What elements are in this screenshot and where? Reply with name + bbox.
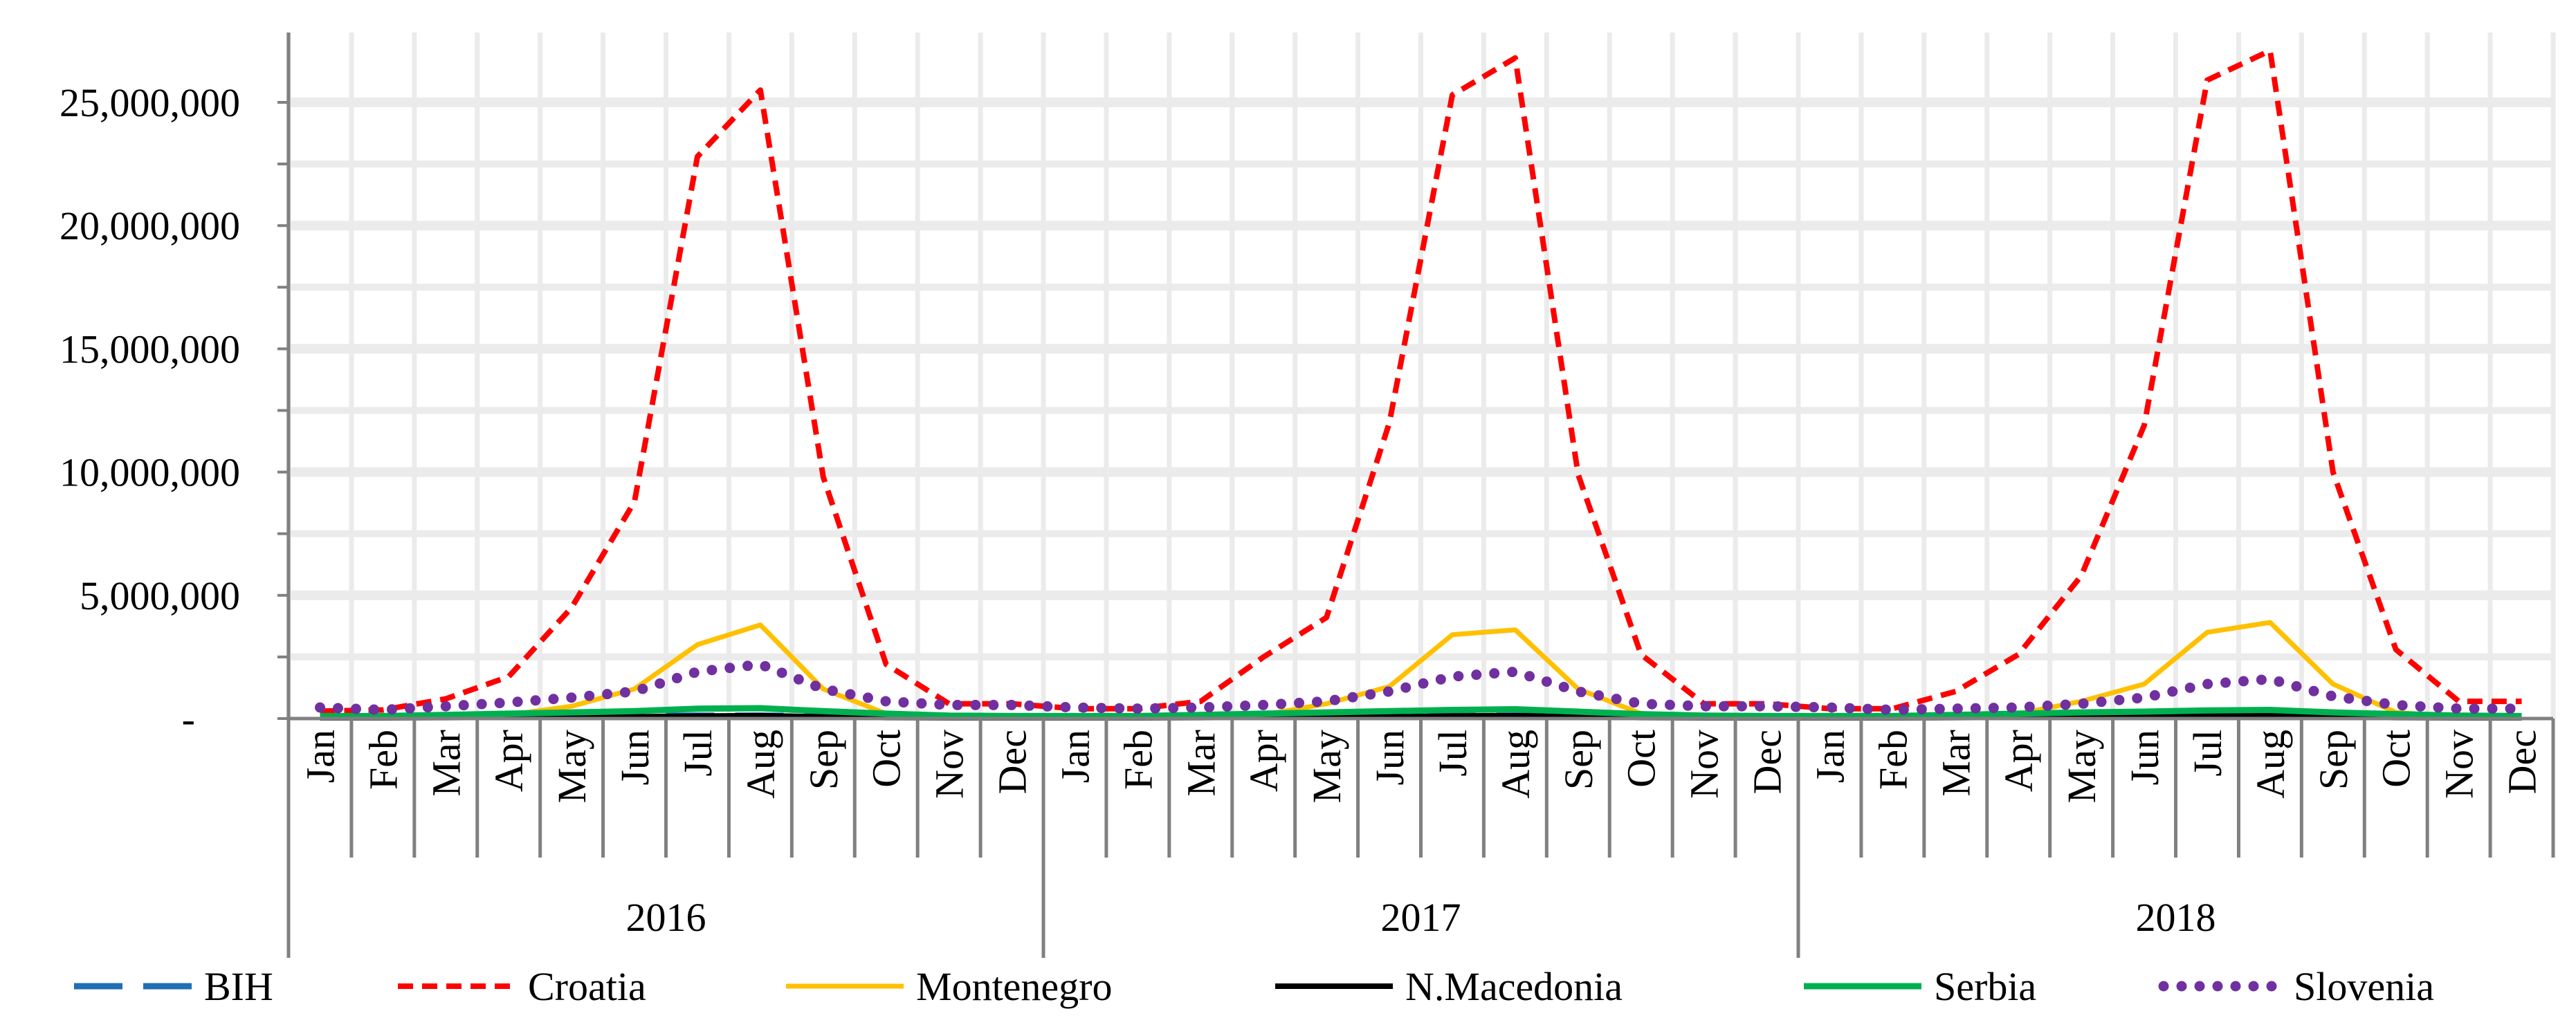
month-label: Feb xyxy=(1115,730,1160,790)
legend-label: Croatia xyxy=(528,964,646,1009)
month-label: Mar xyxy=(1178,730,1223,797)
legend-item-bih: BIH xyxy=(74,964,273,1009)
month-label: May xyxy=(2059,730,2104,803)
series-line xyxy=(320,620,2522,720)
month-label: Apr xyxy=(1241,730,1286,792)
legend: BIH Croatia Montenegro N.Macedonia Serbia Slo… xyxy=(74,964,2434,1009)
month-label: Feb xyxy=(1870,730,1915,790)
series-serbia xyxy=(320,705,2522,719)
legend-label: Serbia xyxy=(1934,964,2036,1009)
legend-item-serbia: Serbia xyxy=(1804,964,2036,1009)
month-label: Jul xyxy=(2185,730,2230,777)
month-label: Sep xyxy=(1556,730,1601,790)
month-label: Dec xyxy=(1745,730,1790,794)
legend-item-slovenia: Slovenia xyxy=(2158,964,2434,1009)
month-label: May xyxy=(549,730,594,803)
month-label: Nov xyxy=(2437,730,2482,799)
month-label: Sep xyxy=(801,730,846,790)
month-label: Apr xyxy=(1996,730,2041,792)
y-tick-label: 10,000,000 xyxy=(60,450,240,495)
month-label: Jun xyxy=(1367,730,1412,786)
month-label: Nov xyxy=(927,730,972,799)
y-tick-label: 5,000,000 xyxy=(80,573,240,618)
month-label: Aug xyxy=(2248,730,2293,799)
month-label: Apr xyxy=(486,730,531,792)
month-label: Oct xyxy=(2374,730,2419,788)
month-label: Jan xyxy=(1052,730,1097,783)
gridlines xyxy=(286,33,2556,719)
series-layer xyxy=(315,48,2527,721)
legend-label: BIH xyxy=(204,964,273,1009)
legend-label: Montenegro xyxy=(916,964,1113,1009)
year-label: 2018 xyxy=(2136,895,2216,940)
y-tick-label: 25,000,000 xyxy=(60,80,240,125)
series-line xyxy=(320,705,2522,719)
month-label: Dec xyxy=(990,730,1035,794)
y-axis: - 5,000,000 10,000,000 15,000,000 20,000,000… xyxy=(60,33,291,741)
year-label: 2017 xyxy=(1381,895,1461,940)
month-label: Sep xyxy=(2311,730,2356,790)
month-label: Aug xyxy=(738,730,783,799)
month-label: Jun xyxy=(2122,730,2167,786)
series-slovenia xyxy=(315,659,2527,715)
month-label: Aug xyxy=(1493,730,1538,799)
y-tick-label: 20,000,000 xyxy=(60,203,240,248)
month-label: Jan xyxy=(298,730,342,783)
month-label: Jun xyxy=(612,730,657,786)
month-label: Oct xyxy=(864,730,909,788)
y-tick-label: 15,000,000 xyxy=(60,326,240,371)
x-axis: Jan Feb Mar Apr May Jun Jul Aug Sep Oct Nov Dec Jan F… xyxy=(286,716,2555,958)
month-label: Mar xyxy=(1933,730,1978,797)
month-label: Nov xyxy=(1682,730,1727,799)
series-line xyxy=(320,48,2522,714)
month-label: Feb xyxy=(360,730,405,790)
legend-item-croatia: Croatia xyxy=(398,964,646,1009)
legend-label: N.Macedonia xyxy=(1405,964,1623,1009)
month-label: Jul xyxy=(1430,730,1475,777)
legend-item-n-macedonia: N.Macedonia xyxy=(1275,964,1623,1009)
month-label: Jan xyxy=(1807,730,1852,783)
legend-label: Slovenia xyxy=(2294,964,2434,1009)
legend-item-montenegro: Montenegro xyxy=(786,964,1113,1009)
series-line xyxy=(315,659,2527,715)
month-label: May xyxy=(1304,730,1349,803)
month-label: Mar xyxy=(423,730,468,797)
series-line xyxy=(320,712,2522,721)
month-label: Jul xyxy=(675,730,720,777)
month-label: Dec xyxy=(2500,730,2545,794)
month-label: Oct xyxy=(1619,730,1664,788)
year-label: 2016 xyxy=(626,895,706,940)
y-tick-label: - xyxy=(182,696,195,741)
